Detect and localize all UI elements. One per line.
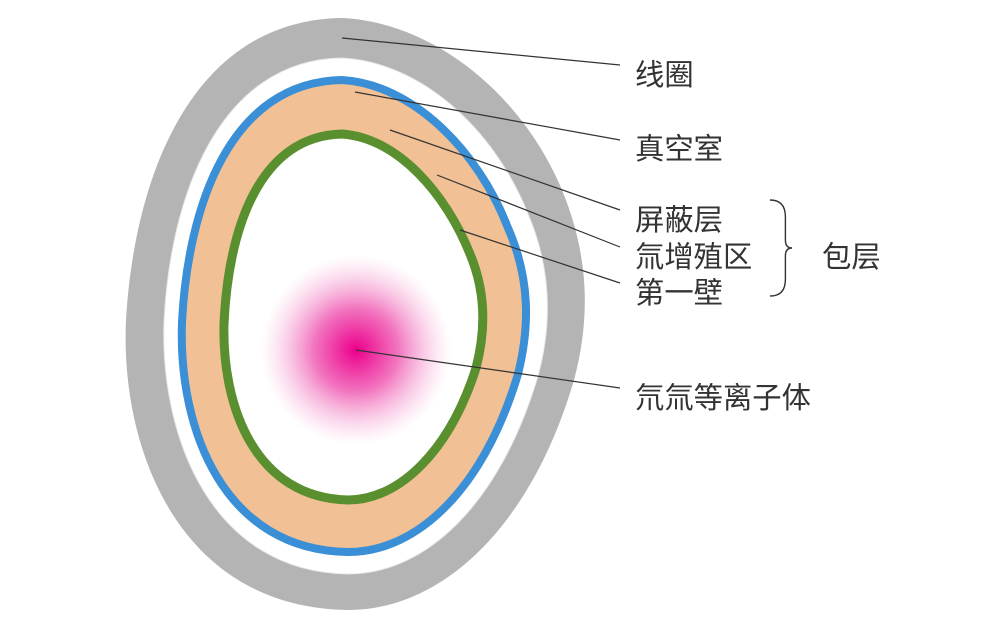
label-plasma: 氘氚等离子体 — [635, 375, 811, 417]
label-shield: 屏蔽层 — [635, 197, 723, 239]
label-blanket: 包层 — [822, 234, 881, 276]
label-vacuum: 真空室 — [635, 126, 723, 168]
label-coil: 线圈 — [635, 52, 694, 94]
label-first-wall: 第一壁 — [635, 270, 723, 312]
blanket-bracket — [770, 200, 792, 296]
fusion-cross-section — [0, 0, 997, 630]
